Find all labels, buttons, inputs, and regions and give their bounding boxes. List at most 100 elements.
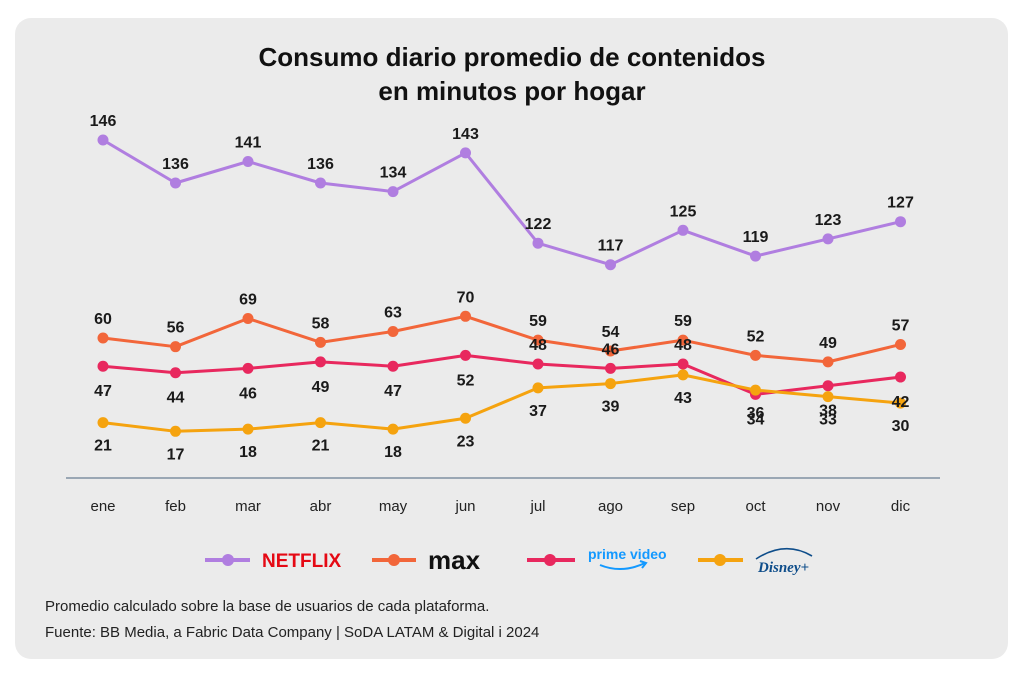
data-point-netflix — [170, 177, 181, 189]
data-point-prime-video — [242, 362, 254, 374]
data-labels: 146 136 141 136 134 143 122 117 125 119 123 127 60 56… — [90, 113, 914, 463]
data-label-prime-video: 48 — [529, 337, 547, 354]
data-label-max: 57 — [892, 318, 910, 335]
data-label-disney: 21 — [312, 438, 330, 455]
disney-arc-icon — [755, 547, 813, 560]
data-point-prime-video — [677, 358, 689, 370]
legend-item-disney: Disney+ — [698, 547, 813, 576]
series-line-disney — [102, 373, 901, 433]
data-label-prime-video: 52 — [457, 372, 475, 389]
data-point-max — [387, 325, 399, 337]
data-point-max — [822, 356, 834, 368]
data-point-prime-video — [387, 360, 399, 372]
data-label-max: 56 — [167, 320, 185, 337]
legend: NETFLIX max prime video Disney+ — [205, 545, 813, 576]
footnote-note: Promedio calculado sobre la base de usua… — [45, 598, 490, 615]
data-label-netflix: 146 — [90, 113, 117, 130]
data-point-prime-video — [170, 367, 181, 379]
data-label-netflix: 136 — [162, 156, 189, 173]
prime-video-logo: prime video — [588, 546, 667, 562]
x-tick-label: feb — [165, 498, 186, 515]
data-point-netflix — [677, 224, 689, 236]
data-point-prime-video — [460, 349, 471, 361]
chart-card — [15, 18, 1008, 659]
data-point-disney — [750, 384, 761, 396]
data-label-max: 69 — [239, 291, 257, 308]
data-label-prime-video: 34 — [747, 411, 765, 428]
x-tick-label: mar — [235, 498, 261, 515]
legend-marker-netflix — [222, 554, 234, 566]
data-label-prime-video: 48 — [674, 337, 692, 354]
legend-item-max: max — [372, 545, 481, 575]
chart-title-line-1: Consumo diario promedio de contenidos — [258, 42, 765, 72]
data-label-netflix: 136 — [307, 156, 334, 173]
data-point-netflix — [387, 186, 399, 198]
data-point-disney — [822, 391, 834, 403]
data-point-max — [677, 334, 689, 346]
data-label-max: 59 — [674, 313, 692, 330]
data-label-netflix: 123 — [815, 212, 842, 229]
data-point-disney — [242, 423, 254, 435]
data-label-disney: 18 — [239, 444, 257, 461]
legend-marker-prime-video — [544, 554, 556, 566]
x-tick-label: abr — [310, 498, 332, 515]
data-point-max — [97, 332, 109, 344]
data-point-max — [170, 341, 181, 353]
data-point-disney — [460, 412, 471, 424]
data-label-disney: 37 — [529, 403, 547, 420]
data-point-max — [750, 349, 761, 361]
prime-smile-icon — [599, 562, 646, 570]
data-label-disney: 17 — [167, 446, 185, 463]
data-point-prime-video — [822, 380, 834, 392]
data-label-disney: 18 — [384, 444, 402, 461]
data-label-disney: 39 — [602, 399, 620, 416]
x-axis-ticks: ene feb mar abr may jun jul ago sep oct nov dic — [90, 498, 910, 515]
data-label-max: 59 — [529, 313, 547, 330]
data-point-netflix — [532, 237, 544, 249]
data-point-max — [460, 310, 471, 322]
data-label-max: 54 — [602, 324, 620, 341]
data-label-prime-video: 47 — [384, 383, 402, 400]
data-label-max: 58 — [312, 315, 330, 332]
data-label-disney: 36 — [747, 405, 765, 422]
data-point-disney — [677, 369, 689, 381]
data-label-max: 70 — [457, 289, 475, 306]
data-point-prime-video — [315, 356, 326, 368]
chart-title-line-2: en minutos por hogar — [378, 76, 645, 106]
legend-item-prime-video: prime video — [527, 546, 667, 570]
data-point-prime-video — [532, 358, 544, 370]
data-label-prime-video: 44 — [167, 390, 185, 407]
series-line-max — [102, 314, 901, 364]
data-label-disney: 30 — [892, 418, 910, 435]
data-label-netflix: 141 — [235, 135, 262, 152]
x-tick-label: may — [379, 498, 408, 515]
data-point-prime-video — [97, 360, 109, 372]
data-point-max — [315, 336, 326, 348]
disney-logo: Disney+ — [757, 560, 809, 576]
data-point-max — [532, 334, 544, 346]
data-point-disney — [315, 417, 326, 429]
x-tick-label: jul — [529, 498, 545, 515]
legend-marker-max — [388, 554, 400, 566]
data-label-max: 63 — [384, 304, 402, 321]
x-tick-label: jun — [454, 498, 475, 515]
data-label-disney: 23 — [457, 433, 475, 450]
prime-arrow-icon — [639, 560, 648, 569]
data-point-disney — [170, 425, 181, 437]
data-label-netflix: 119 — [743, 229, 769, 246]
footnote-source: Fuente: BB Media, a Fabric Data Company … — [45, 624, 540, 641]
legend-marker-disney — [714, 554, 726, 566]
data-point-netflix — [97, 134, 109, 146]
data-point-netflix — [242, 156, 254, 167]
data-label-netflix: 134 — [380, 165, 407, 182]
data-point-netflix — [605, 259, 616, 271]
data-point-max — [895, 339, 906, 351]
data-point-netflix — [460, 147, 471, 159]
x-tick-label: sep — [671, 498, 695, 515]
data-point-netflix — [750, 250, 761, 262]
data-point-prime-video — [895, 371, 906, 383]
data-label-netflix: 122 — [525, 216, 552, 233]
data-label-disney: 21 — [94, 438, 112, 455]
series-line-prime-video — [102, 353, 901, 396]
